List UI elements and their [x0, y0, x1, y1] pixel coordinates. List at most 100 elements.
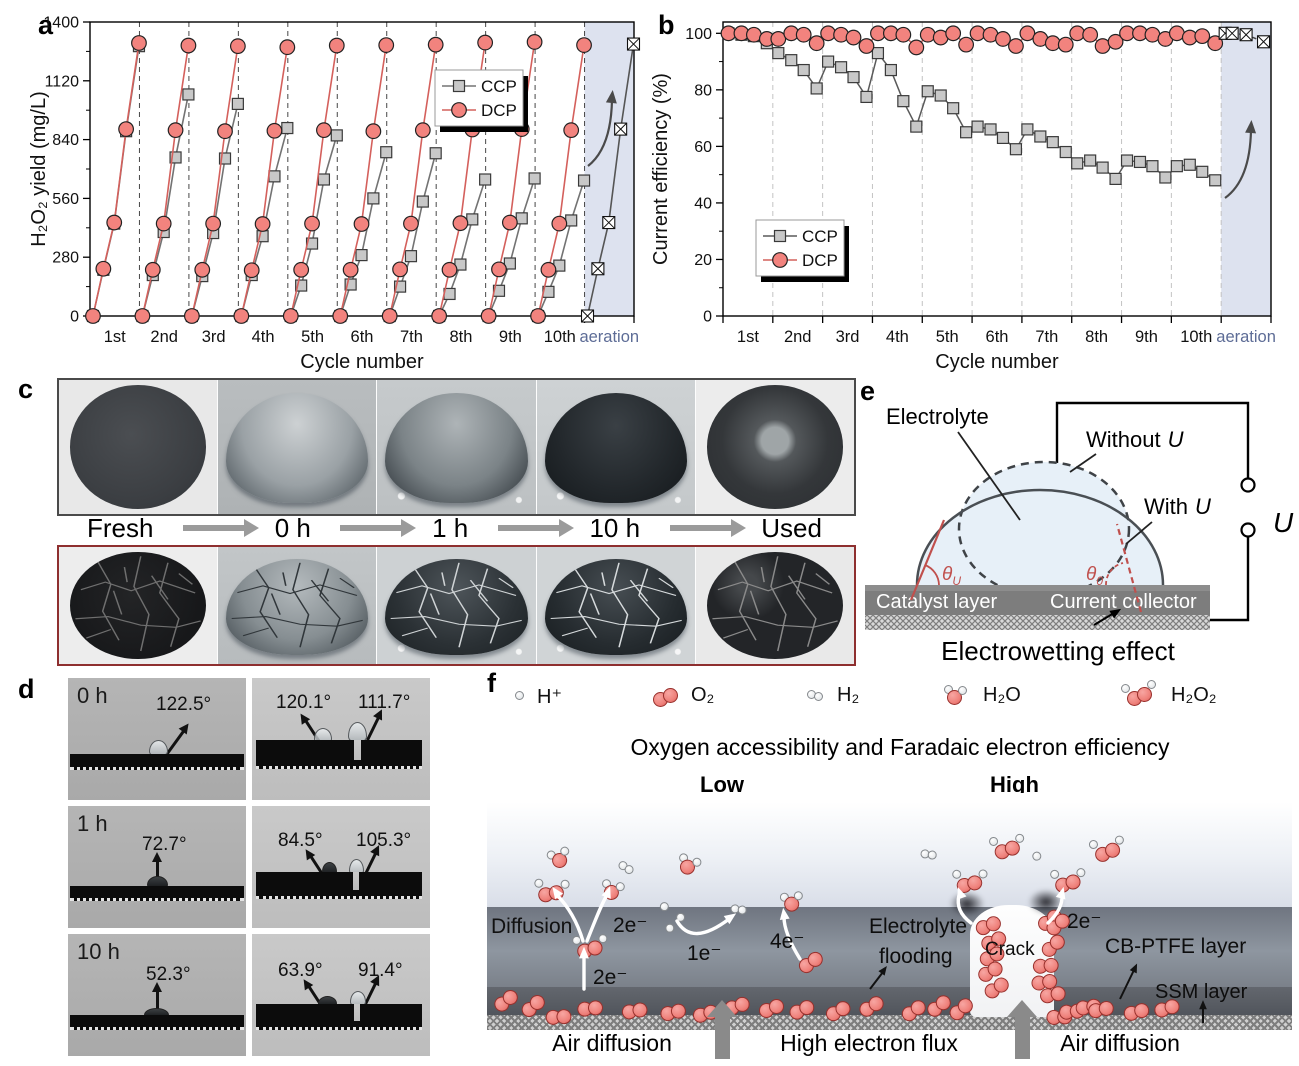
stage-used: Used — [761, 512, 822, 543]
hydrogen-ion-icon — [515, 687, 527, 707]
x-tick-label: 2nd — [784, 328, 812, 346]
right-arrow-icon — [669, 519, 746, 537]
x-tick-label: 10th — [1180, 328, 1212, 346]
x-tick-label: 3rd — [202, 328, 226, 346]
legend-box — [755, 219, 845, 277]
terminal-icon — [1240, 477, 1256, 493]
up-arrow-icon — [707, 1000, 737, 1059]
photo-10h-cracked — [536, 547, 696, 664]
x-tick-label: 6th — [351, 328, 374, 346]
aeration-recovery-arrow — [1224, 129, 1253, 199]
x-tick-label: 7th — [1035, 328, 1058, 346]
diffusion-label: Diffusion — [491, 915, 573, 938]
x-tick-label: 3rd — [836, 328, 860, 346]
ssm-mesh-layer — [487, 1015, 1292, 1030]
electrolyte-flooding-label: flooding — [879, 945, 953, 968]
cb-ptfe-layer — [487, 907, 1292, 987]
photo-1h-cracked — [377, 547, 537, 664]
x-axis-label: Cycle number — [935, 351, 1059, 373]
series-DCP — [720, 25, 1224, 56]
x-tick-label: 4th — [886, 328, 909, 346]
x-tick-label: 1st — [104, 328, 126, 346]
right-arrow-icon — [183, 519, 260, 537]
legend-item-hydrogen: H₂ — [807, 684, 859, 707]
electrode-aging-timeline: Fresh 0 h 1 h 10 h Used — [57, 512, 852, 543]
contact-angle-photo-0h-smooth: 0 h 122.5° — [68, 678, 246, 800]
svg-text:40: 40 — [694, 195, 712, 212]
electrode-photos-bottom-row — [57, 545, 856, 666]
x-tick-label: 9th — [1135, 328, 1158, 346]
photo-10h-smooth — [536, 380, 696, 514]
legend-entry: DCP — [802, 251, 838, 270]
water-icon — [944, 684, 973, 706]
schematic-title: Oxygen accessibility and Faradaic electr… — [630, 734, 1170, 760]
svg-text:1400: 1400 — [43, 15, 79, 32]
contact-angle-value: 52.3° — [146, 964, 191, 985]
hydrogen-icon — [807, 686, 827, 706]
without-u-label: Without U — [1086, 427, 1184, 452]
theta-0-label: θ0 — [1086, 564, 1103, 588]
x-tick-label: 5th — [936, 328, 959, 346]
legend-entry: DCP — [481, 101, 517, 120]
pointer-arrowhead-icon — [1109, 608, 1122, 619]
mechanism-schematic: H⁺ O₂ H₂ H₂O H₂O₂ Oxygen accessibility a… — [485, 672, 1299, 1066]
contact-angle-value: 63.9° — [278, 960, 323, 981]
h2o2-yield-chart: 0 280 560 840 1120 1400 1st 2nd 3rd 4th 5th 6th 7th 8… — [28, 15, 641, 373]
contact-angle-photo-1h-smooth: 1 h 72.7° — [68, 806, 246, 928]
with-u-label: With U — [1144, 494, 1211, 519]
x-axis-label: Cycle number — [300, 351, 424, 373]
pointer-arrow-icon — [152, 982, 161, 1014]
four-electron-label: 4e⁻ — [770, 930, 805, 953]
photo-0h-cracked — [218, 547, 378, 664]
x-tick-label: aeration — [579, 328, 639, 346]
legend-label: O₂ — [691, 684, 715, 706]
photo-used-cracked — [695, 547, 855, 664]
cb-ptfe-label: CB-PTFE layer — [1105, 935, 1247, 958]
contact-angle-value: 111.7° — [358, 692, 411, 713]
legend-item-hydrogen-peroxide: H₂O₂ — [1121, 679, 1217, 707]
air-diffusion-label: Air diffusion — [552, 1030, 672, 1056]
panel-label-f: f — [487, 668, 496, 698]
current-efficiency-chart: 0 20 40 60 80 100 1st 2nd 3rd 4th 5th 6th 7th 8th 9th 1… — [650, 21, 1276, 373]
two-electron-label: 2e⁻ — [593, 966, 628, 989]
x-tick-label: 7th — [400, 328, 423, 346]
circuit-wire-top — [1055, 401, 1250, 492]
reaction-arrows — [552, 886, 1207, 1023]
stage-10h: 10 h — [589, 512, 641, 543]
high-label: High — [990, 772, 1039, 797]
hydrogen-peroxide-icon — [1121, 679, 1161, 706]
contact-angle-value: 91.4° — [358, 960, 403, 981]
molecules-layer — [487, 793, 1292, 1030]
x-tick-label: aeration — [1216, 328, 1276, 346]
contact-angle-photo-1h-cracked: 84.5° 105.3° — [252, 806, 430, 928]
series-aeration — [1218, 26, 1271, 49]
contact-angle-value: 72.7° — [142, 834, 187, 855]
electrolyte-label: Electrolyte — [886, 404, 989, 429]
electrode-photos-top-row — [57, 378, 856, 516]
svg-text:0: 0 — [70, 309, 79, 326]
panel-label-e: e — [860, 376, 876, 406]
x-tick-label: 5th — [301, 328, 324, 346]
catalyst-layer-label: Catalyst layer — [876, 591, 997, 613]
two-electron-label: 2e⁻ — [613, 914, 648, 937]
legend-box — [434, 69, 524, 127]
one-electron-label: 1e⁻ — [687, 942, 722, 965]
ssm-label: SSM layer — [1155, 981, 1248, 1003]
two-electron-label: 2e⁻ — [1067, 910, 1102, 933]
x-tick-label: 4th — [252, 328, 275, 346]
time-label: 0 h — [77, 683, 108, 708]
svg-text:20: 20 — [694, 252, 712, 269]
contact-angle-value: 122.5° — [156, 694, 212, 715]
stage-fresh: Fresh — [87, 512, 154, 543]
droplet-with-u — [917, 490, 1163, 585]
panel-label-c: c — [18, 374, 34, 404]
legend-entry: CCP — [481, 77, 517, 96]
svg-text:1120: 1120 — [45, 73, 80, 90]
svg-text:840: 840 — [52, 132, 79, 149]
legend-entry: CCP — [802, 227, 838, 246]
contact-angle-value: 120.1° — [276, 692, 332, 713]
photo-1h-smooth — [377, 380, 537, 514]
contact-angle-value: 84.5° — [278, 830, 323, 851]
y-axis-label: H₂O₂ yield (mg/L) — [28, 91, 50, 247]
oxygen-icon — [653, 686, 681, 707]
